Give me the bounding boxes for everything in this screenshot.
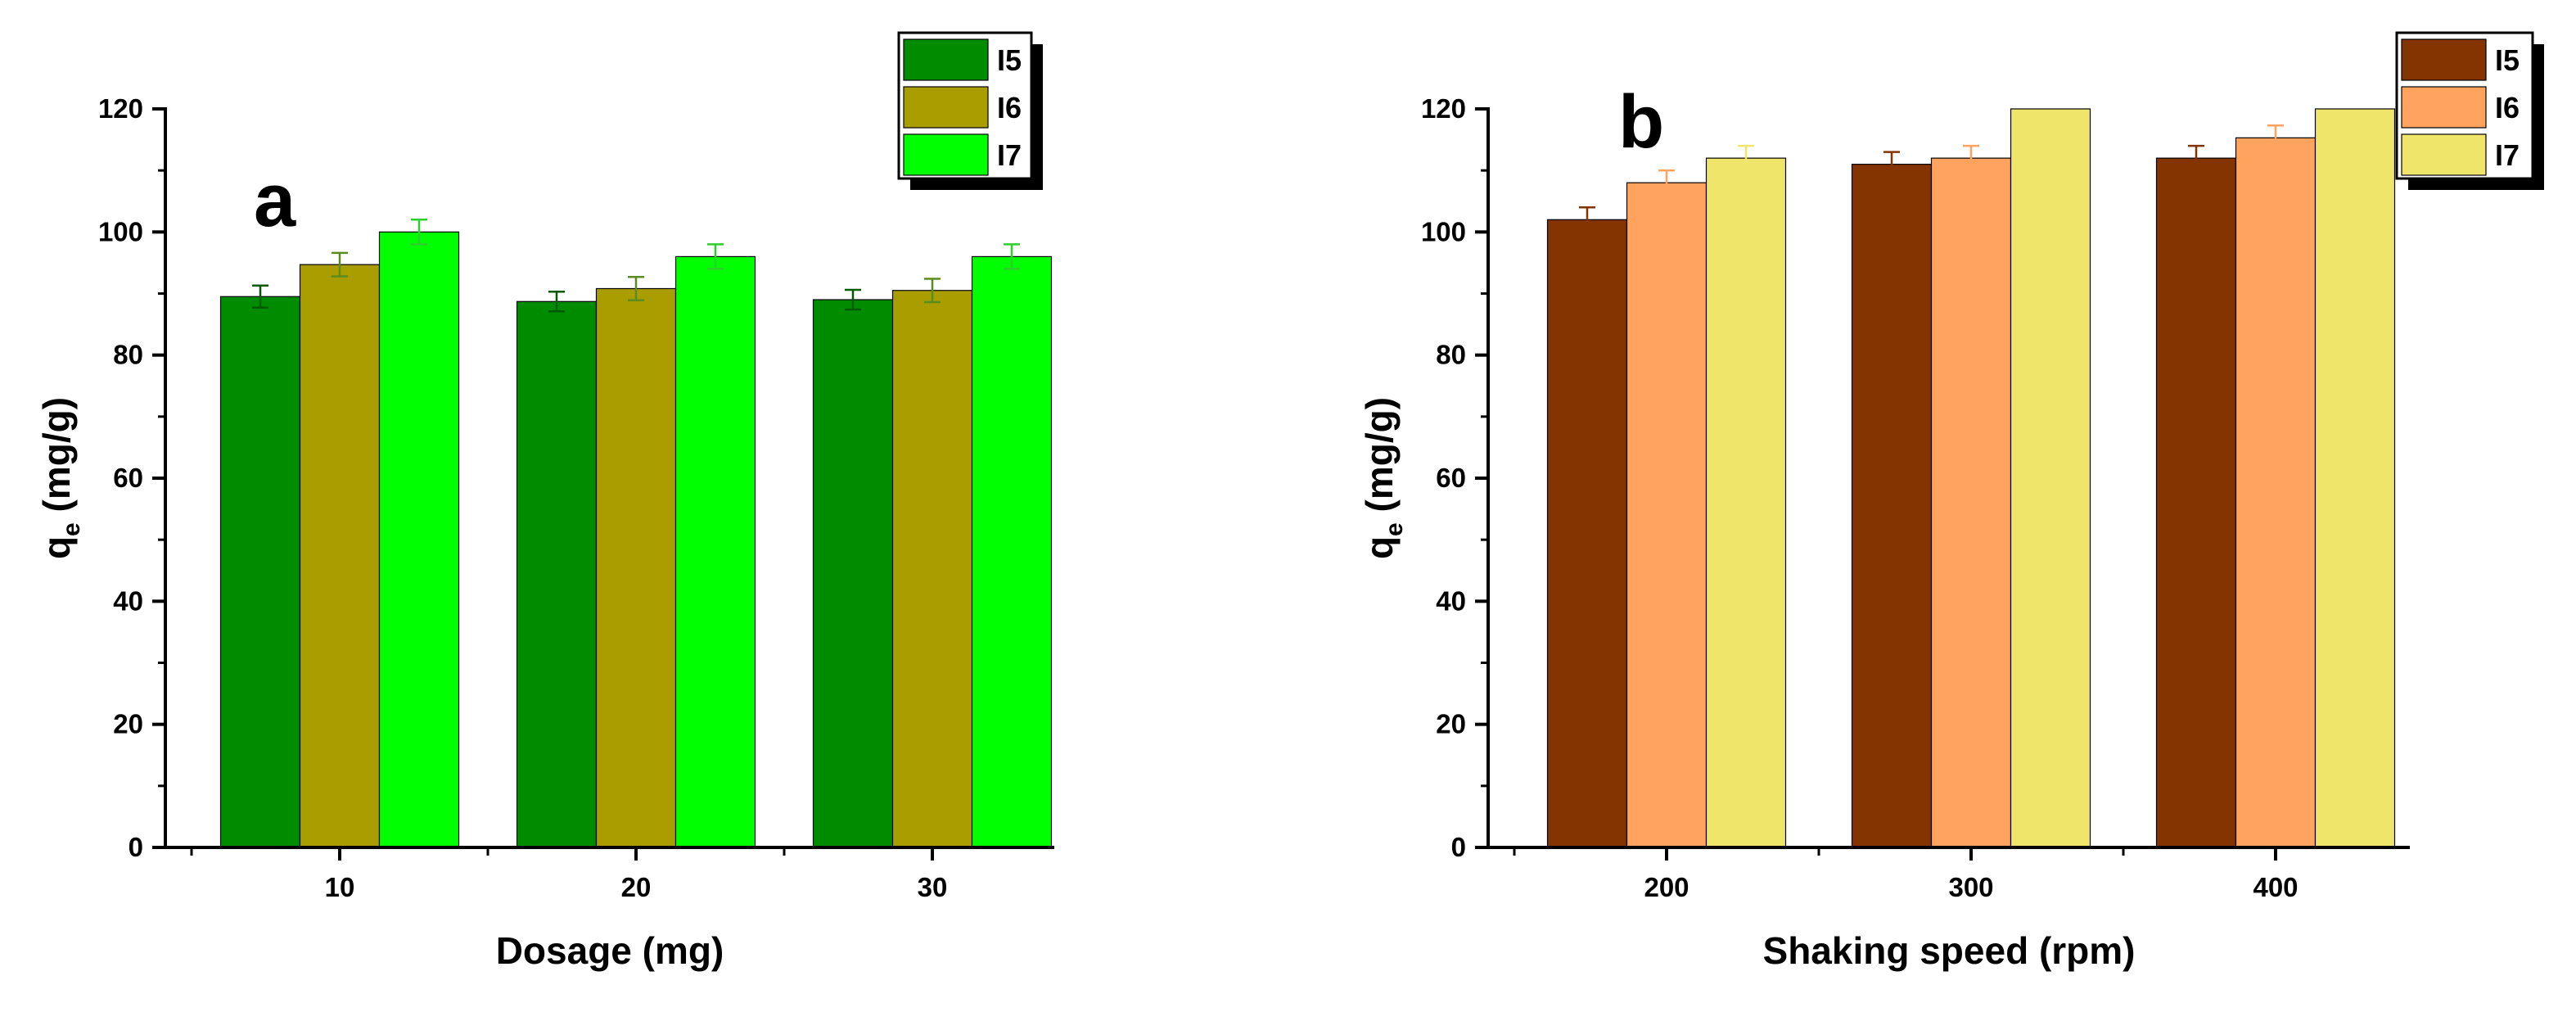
error-bar-i7-20: [707, 243, 724, 270]
legend-swatch-i7: [903, 133, 989, 176]
bar-i5-200: [1546, 219, 1628, 848]
chart-panel-b: 0 20 40 60 80 100 120 200 300 400 Shaking speed (r…: [1358, 31, 2544, 972]
x-tick-label: 30: [918, 872, 948, 902]
x-tick-label: 300: [1948, 872, 1993, 902]
panel-label: b: [1618, 80, 1664, 164]
bar-i7-200: [1705, 157, 1787, 848]
legend-label-i5: I5: [2495, 43, 2520, 77]
bar-i5-10: [219, 296, 301, 848]
y-tick-label: 120: [98, 93, 143, 124]
y-tick-label: 40: [1436, 585, 1466, 616]
error-bar-i7-10: [411, 219, 427, 246]
legend: I5 I6 I7: [2395, 31, 2544, 190]
bar-i5-300: [1851, 164, 1933, 848]
error-bar-i6-400: [2267, 124, 2284, 151]
chart-panel-a: 0 20 40 60 80 100 120 10 20 30 Dosage (mg) qe (mg/g…: [35, 31, 1054, 972]
error-bar-i6-300: [1963, 144, 1979, 172]
bar-i7-300: [2010, 108, 2091, 848]
bar-i6-300: [1930, 157, 2012, 848]
bar-i6-20: [595, 287, 677, 848]
y-tick-label: 100: [1421, 216, 1466, 246]
error-bar-i6-200: [1658, 169, 1675, 197]
y-tick-label: 0: [129, 832, 143, 862]
error-bar-i6-30: [924, 278, 941, 304]
error-bar-i5-10: [252, 284, 268, 309]
bar-i7-20: [674, 255, 756, 848]
x-tick-label: 20: [621, 872, 652, 902]
bar-i6-30: [891, 290, 973, 848]
x-tick-label: 400: [2253, 872, 2298, 902]
error-bar-i5-400: [2188, 144, 2204, 172]
bar-i7-400: [2314, 108, 2396, 848]
y-tick-label: 20: [1436, 709, 1466, 739]
x-axis-title: Dosage (mg): [496, 929, 724, 972]
y-axis-title: qe (mg/g): [1358, 397, 1408, 559]
legend-label-i6: I6: [2495, 91, 2520, 124]
y-tick-label: 100: [98, 216, 143, 246]
error-bar-i6-20: [628, 275, 644, 302]
error-bar-i5-200: [1579, 206, 1595, 233]
error-bar-i5-300: [1884, 151, 1900, 178]
x-axis-title: Shaking speed (rpm): [1763, 929, 2136, 972]
legend-label-i7: I7: [2495, 138, 2520, 172]
y-axis-title: qe (mg/g): [35, 397, 85, 559]
y-tick-label: 0: [1451, 832, 1466, 862]
x-tick-label: 10: [325, 872, 355, 902]
legend-swatch-i6: [903, 86, 989, 129]
y-tick-label: 60: [113, 463, 143, 493]
bar-i7-10: [378, 231, 460, 848]
error-bar-i5-30: [845, 288, 861, 311]
y-tick-label: 120: [1421, 93, 1466, 124]
bar-i5-400: [2155, 157, 2237, 848]
legend-swatch-i7: [2401, 133, 2487, 176]
bar-i5-30: [812, 299, 894, 848]
error-bar-i6-10: [332, 251, 348, 278]
error-bar-i5-20: [548, 290, 565, 313]
legend-label-i7: I7: [997, 138, 1022, 172]
y-tick-label: 20: [113, 709, 143, 739]
legend-label-i6: I6: [997, 91, 1022, 124]
y-tick-label: 80: [113, 340, 143, 370]
legend: I5 I6 I7: [897, 31, 1043, 190]
legend-swatch-i6: [2401, 86, 2487, 129]
legend-label-i5: I5: [997, 43, 1022, 77]
bar-i6-200: [1626, 182, 1708, 848]
legend-swatch-i5: [2401, 38, 2487, 81]
bar-i7-30: [971, 255, 1053, 848]
panel-label: a: [254, 159, 296, 242]
legend-swatch-i5: [903, 38, 989, 81]
y-tick-label: 80: [1436, 340, 1466, 370]
error-bar-i7-30: [1004, 243, 1020, 270]
y-tick-label: 60: [1436, 463, 1466, 493]
bar-i5-20: [516, 300, 598, 848]
bar-i6-10: [299, 264, 381, 848]
x-tick-label: 200: [1644, 872, 1689, 902]
y-tick-label: 40: [113, 585, 143, 616]
bar-i6-400: [2235, 137, 2317, 848]
error-bar-i7-200: [1738, 144, 1754, 172]
